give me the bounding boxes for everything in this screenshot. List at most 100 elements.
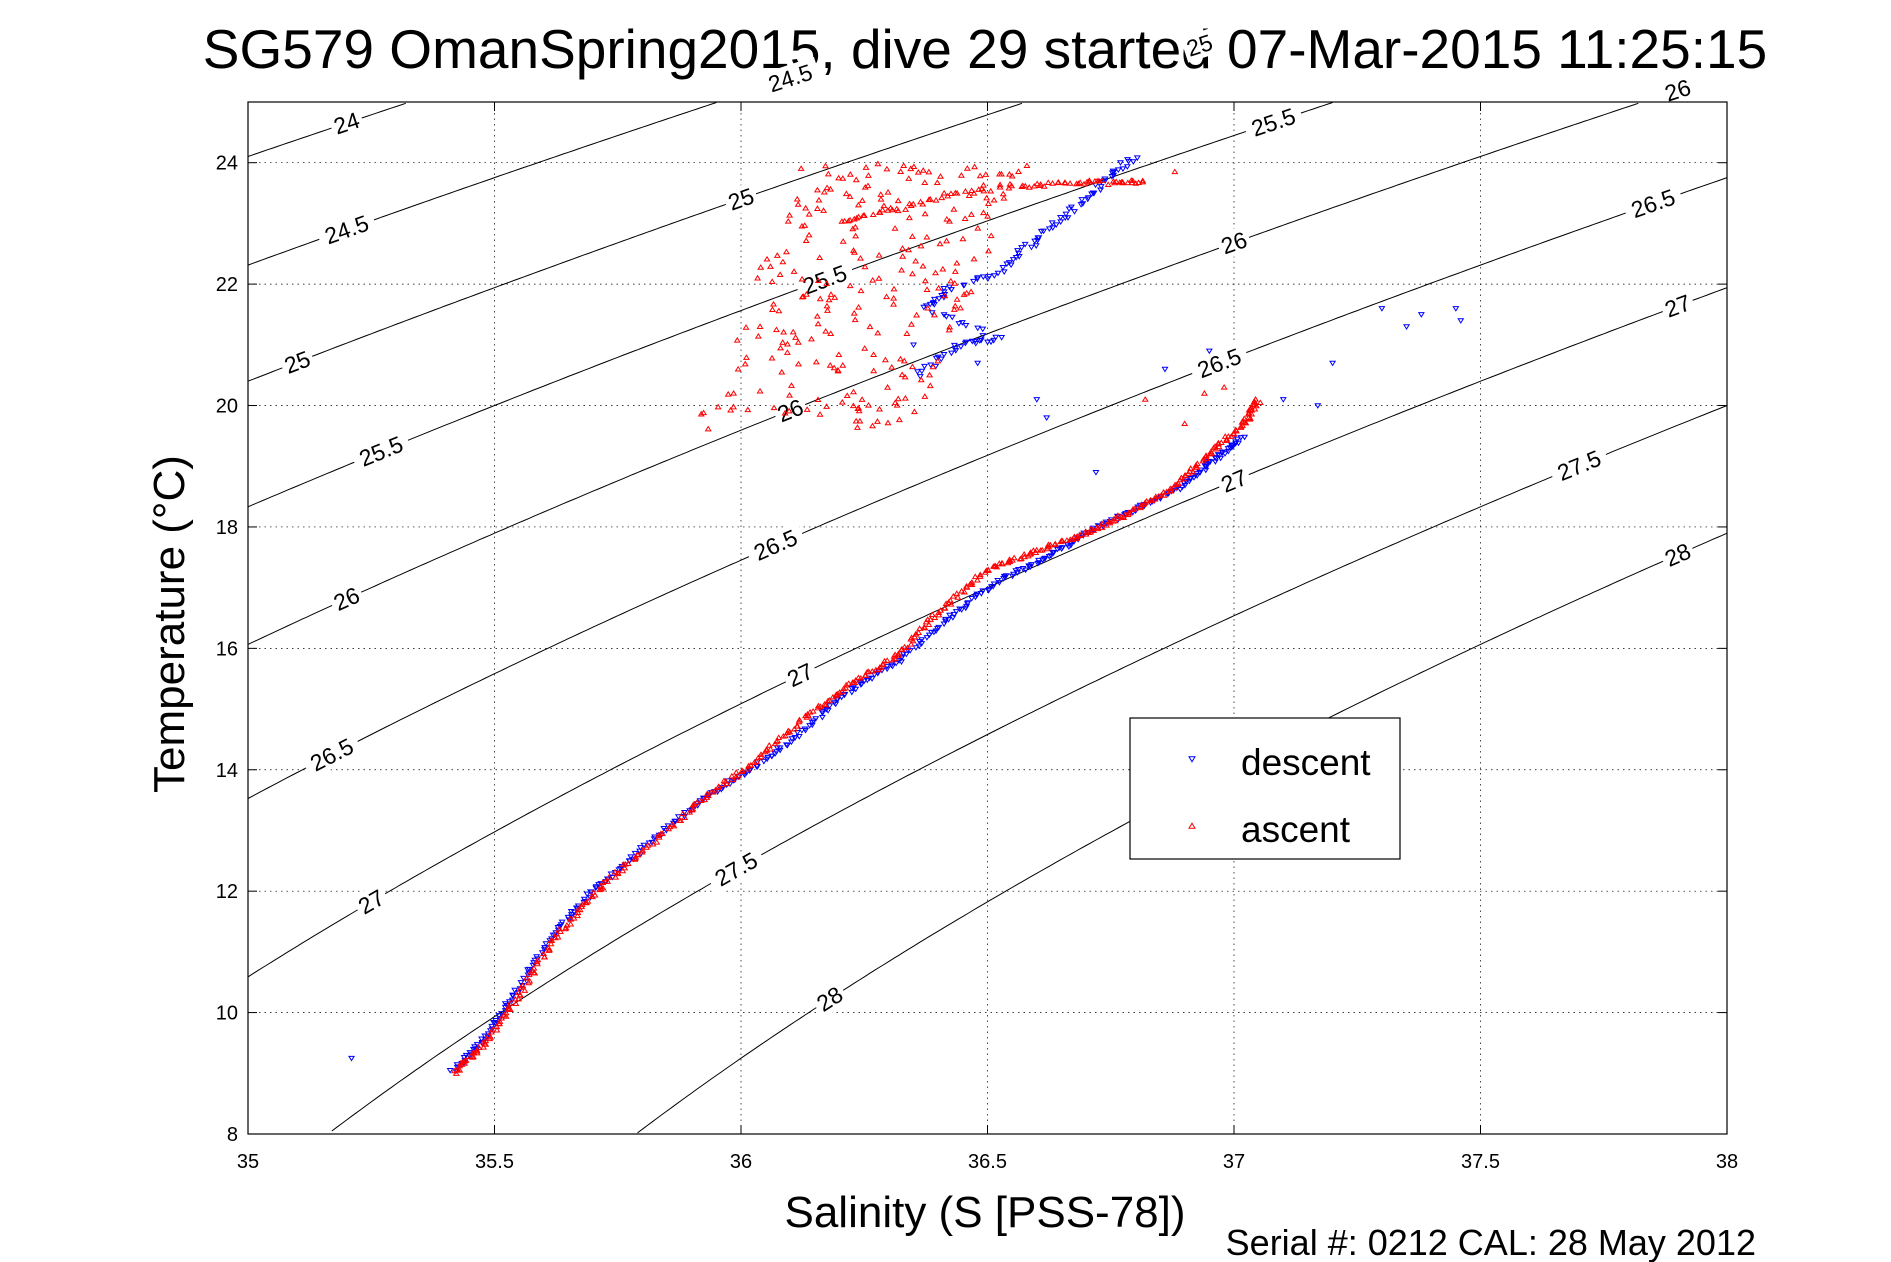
point-ascent (825, 296, 833, 303)
point-descent (887, 662, 895, 669)
point-ascent (839, 175, 847, 181)
point-ascent (979, 181, 987, 188)
point-ascent (901, 394, 909, 401)
point-ascent (514, 989, 522, 996)
isopycnal-label-bg (350, 882, 392, 922)
point-ascent (781, 732, 789, 739)
point-ascent (978, 185, 986, 192)
point-ascent (802, 291, 810, 297)
isopycnal-label-bg (1241, 100, 1306, 144)
isopycnal-label-bg (349, 428, 413, 475)
point-descent (488, 1023, 496, 1030)
point-ascent (1132, 180, 1140, 186)
point-descent (1228, 442, 1236, 449)
point-descent (947, 350, 955, 357)
point-ascent (905, 175, 913, 181)
point-descent (1279, 397, 1287, 403)
point-ascent (754, 274, 762, 281)
point-ascent (987, 187, 995, 194)
point-descent (977, 337, 985, 344)
point-ascent (996, 170, 1004, 177)
isopycnal-line (247, 102, 1639, 645)
point-ascent (821, 700, 829, 707)
point-ascent (874, 329, 882, 336)
point-descent (764, 754, 772, 761)
point-ascent (461, 1057, 469, 1064)
point-descent (818, 709, 826, 715)
point-descent (838, 694, 846, 701)
isopycnal-label-bg (780, 656, 821, 694)
legend-marker-descent (1188, 756, 1196, 763)
point-ascent (1256, 399, 1264, 406)
point-ascent (714, 784, 722, 790)
point-ascent (850, 247, 857, 253)
point-ascent (775, 734, 783, 740)
point-ascent (984, 200, 992, 206)
point-ascent (462, 1057, 470, 1063)
point-descent (1133, 155, 1141, 162)
point-ascent (639, 847, 647, 853)
point-ascent (823, 280, 831, 286)
point-ascent (544, 944, 552, 951)
isopycnal-label-bg (314, 207, 379, 252)
isopycnal-label-bg (327, 105, 366, 141)
point-ascent (756, 387, 764, 394)
point-ascent (793, 195, 801, 202)
point-descent (868, 676, 876, 682)
point-ascent (996, 181, 1004, 188)
point-descent (793, 729, 801, 736)
point-ascent (841, 217, 849, 224)
point-ascent (1098, 520, 1106, 526)
point-descent (990, 581, 998, 588)
point-ascent (1087, 525, 1095, 531)
isopycnal-line (331, 405, 1728, 1132)
point-descent (974, 325, 982, 332)
point-ascent (827, 291, 835, 297)
point-ascent (794, 360, 802, 367)
point-ascent (971, 573, 979, 580)
point-ascent (753, 758, 761, 764)
point-ascent (1044, 179, 1052, 186)
point-ascent (677, 817, 685, 824)
point-ascent (814, 277, 822, 283)
point-ascent (984, 566, 992, 573)
point-descent (791, 735, 799, 741)
point-ascent (644, 841, 652, 848)
point-ascent (790, 725, 798, 732)
point-descent (1205, 458, 1213, 465)
point-descent (1129, 159, 1137, 165)
point-ascent (1252, 396, 1260, 402)
isopycnal-label-bg (704, 843, 768, 895)
point-ascent (910, 408, 918, 415)
point-descent (587, 889, 595, 896)
point-ascent (925, 621, 933, 627)
point-ascent (921, 210, 929, 217)
point-ascent (681, 814, 689, 820)
isopycnal-label-bg (1657, 536, 1698, 574)
point-ascent (805, 231, 813, 238)
point-ascent (912, 257, 920, 264)
point-descent (912, 645, 920, 651)
point-ascent (980, 187, 988, 194)
point-ascent (605, 874, 613, 880)
point-ascent (921, 393, 929, 399)
point-ascent (851, 316, 859, 323)
point-ascent (784, 727, 792, 734)
point-descent (808, 722, 816, 729)
point-ascent (1187, 465, 1195, 471)
point-ascent (967, 288, 975, 295)
point-descent (863, 677, 871, 684)
point-ascent (932, 269, 940, 276)
point-descent (1218, 449, 1226, 456)
point-ascent (679, 810, 687, 816)
point-ascent (857, 287, 865, 294)
point-ascent (621, 864, 629, 871)
point-ascent (849, 388, 857, 395)
isopycnal-label-bg (1214, 462, 1254, 499)
point-ascent (1000, 194, 1008, 201)
point-descent (768, 753, 776, 760)
point-descent (974, 275, 982, 281)
point-ascent (820, 207, 828, 213)
point-ascent (869, 422, 877, 429)
point-ascent (914, 168, 922, 175)
